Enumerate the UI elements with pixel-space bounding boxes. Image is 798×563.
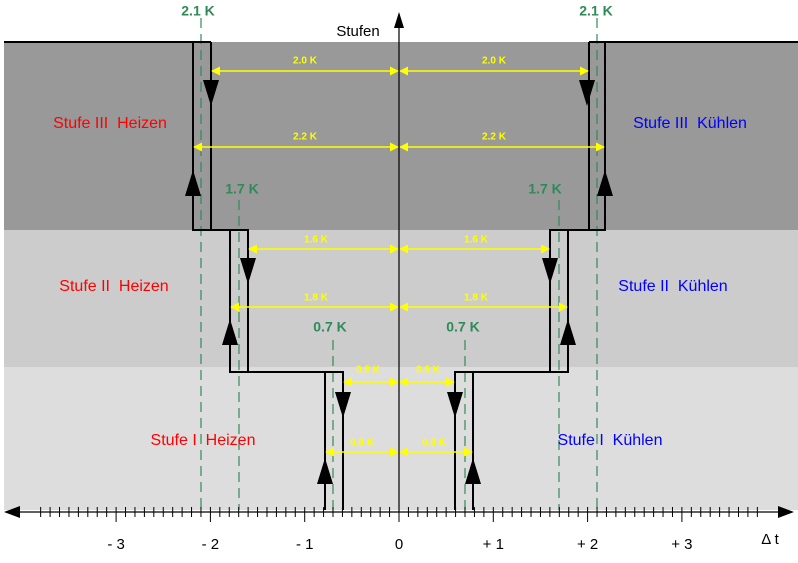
hysteresis-label: 1.6 K xyxy=(304,235,329,246)
stage-label: Stufe III Kühlen xyxy=(633,115,747,132)
stage-label: Stufe I Kühlen xyxy=(558,432,663,449)
x-tick-label: - 1 xyxy=(296,536,314,553)
hysteresis-label: 1.8 K xyxy=(464,293,489,304)
x-ticks xyxy=(40,507,758,522)
stage-label: Stufe III Heizen xyxy=(53,115,167,132)
stage-label: Stufe I Heizen xyxy=(151,432,256,449)
threshold-label: 0.7 K xyxy=(446,319,479,335)
y-axis-arrow xyxy=(394,12,404,28)
hysteresis-label: 2.2 K xyxy=(482,132,507,143)
hysteresis-label: 0.6 K xyxy=(416,365,441,376)
x-tick-label: + 2 xyxy=(577,536,598,553)
stage-label: Stufe II Kühlen xyxy=(618,278,727,295)
stage-label: Stufe II Heizen xyxy=(59,278,168,295)
hysteresis-label: 2.2 K xyxy=(293,132,318,143)
threshold-label: 1.7 K xyxy=(528,181,561,197)
hysteresis-label: 0.8 K xyxy=(350,438,375,449)
threshold-label: 1.7 K xyxy=(225,181,258,197)
threshold-label: 0.7 K xyxy=(313,319,346,335)
hysteresis-label: 0.8 K xyxy=(422,438,447,449)
x-tick-labels: - 3 - 2 - 1 0 + 1 + 2 + 3 xyxy=(107,536,692,553)
band-stage-2 xyxy=(4,230,798,367)
x-tick-label: + 3 xyxy=(671,536,692,553)
band-stage-1 xyxy=(4,367,798,510)
x-tick-label: - 2 xyxy=(202,536,220,553)
x-tick-label: - 3 xyxy=(107,536,125,553)
threshold-label: 2.1 K xyxy=(579,3,612,19)
x-tick-label: + 1 xyxy=(483,536,504,553)
threshold-label: 2.1 K xyxy=(181,3,214,19)
hysteresis-label: 1.8 K xyxy=(304,293,329,304)
x-tick-label: 0 xyxy=(395,536,403,553)
hysteresis-label: 2.0 K xyxy=(482,56,507,67)
direction-arrows xyxy=(185,80,613,484)
y-axis-label: Stufen xyxy=(336,23,379,40)
threshold-lines xyxy=(200,18,598,510)
yellow-arrows xyxy=(193,66,605,457)
band-stage-3 xyxy=(4,42,798,230)
hysteresis-label: 2.0 K xyxy=(293,56,318,67)
hysteresis-label: 0.6 K xyxy=(356,365,381,376)
x-axis-label: Δ t xyxy=(761,531,779,548)
hysteresis-label: 1.6 K xyxy=(464,235,489,246)
